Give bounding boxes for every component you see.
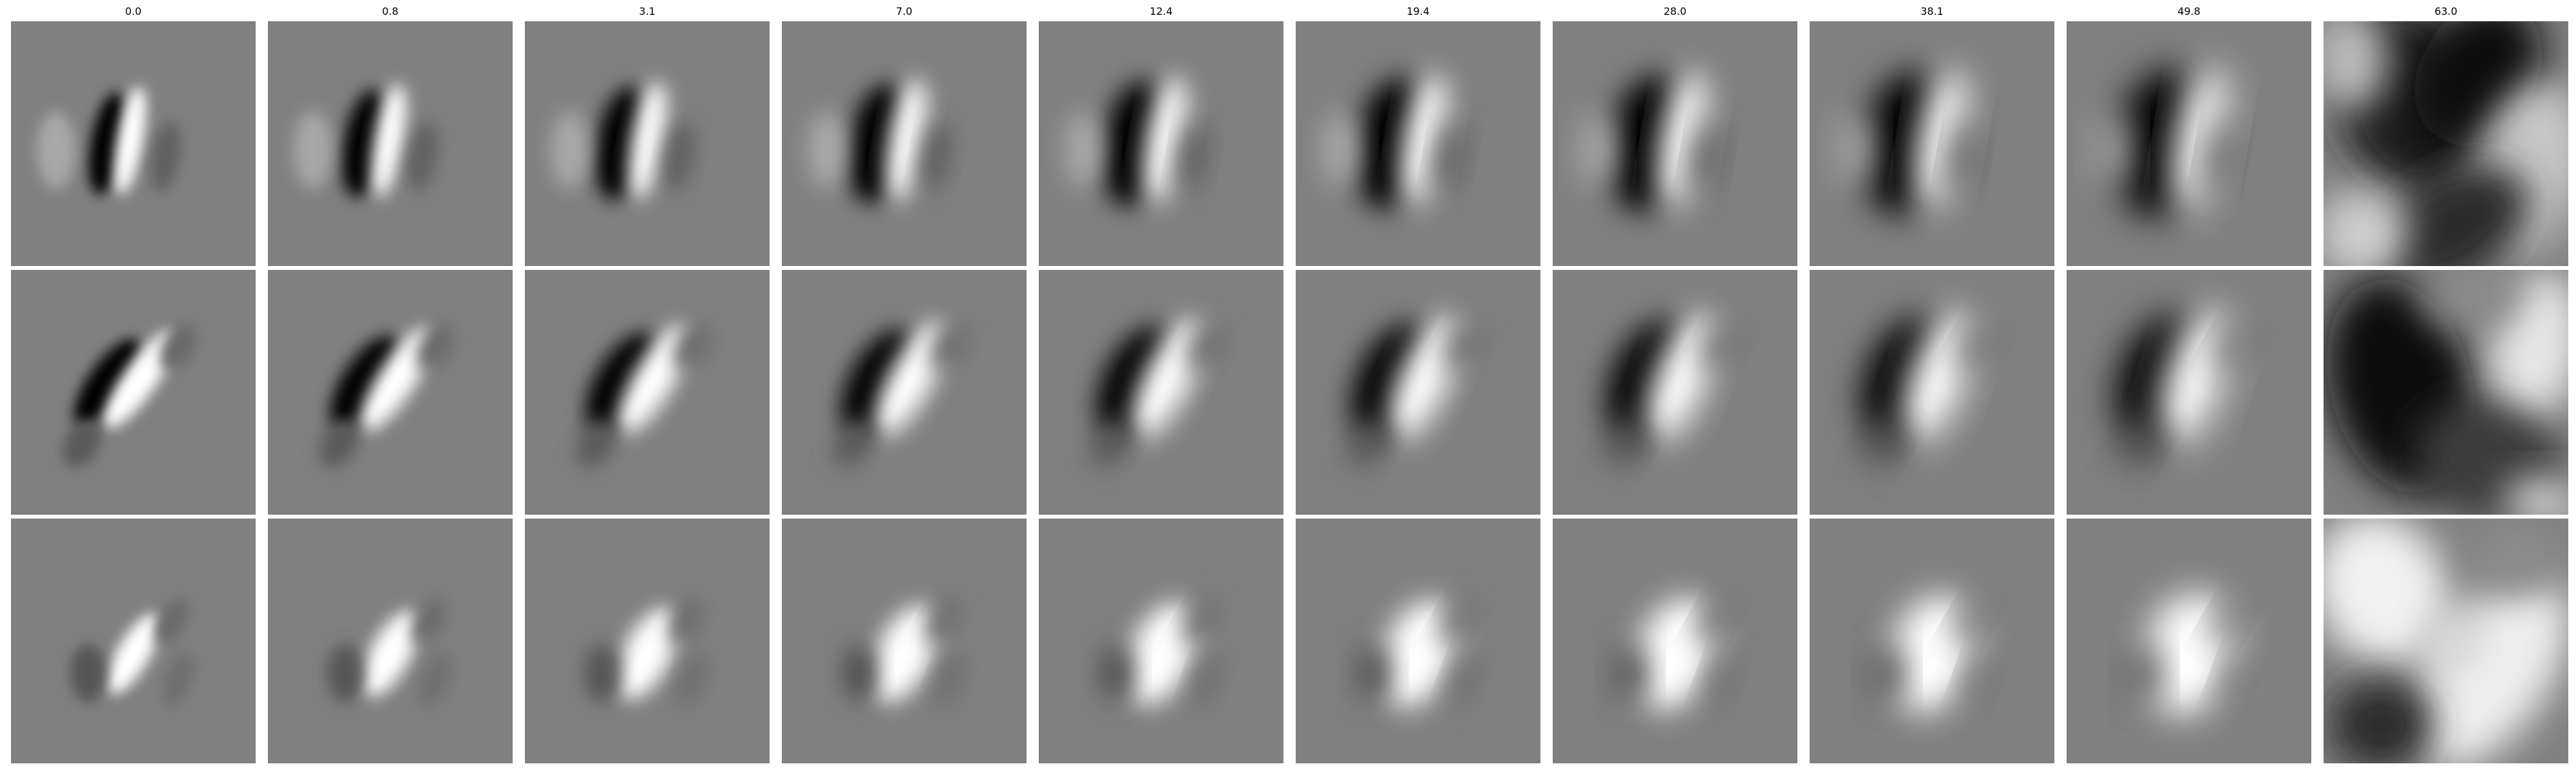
receptive-field-image bbox=[1553, 21, 1797, 266]
receptive-field-image bbox=[525, 21, 770, 266]
column-title-4: 7.0 bbox=[896, 5, 913, 17]
panel-row-2-col-4 bbox=[782, 270, 1027, 515]
receptive-field-image bbox=[1039, 270, 1283, 515]
panel-row-1-col-3 bbox=[525, 21, 770, 266]
receptive-field-image bbox=[2324, 270, 2568, 515]
panel-row-1-col-10 bbox=[2324, 21, 2568, 266]
receptive-field-image bbox=[782, 270, 1027, 515]
panel-row-3-col-3 bbox=[525, 519, 770, 763]
panel-row-3-col-8 bbox=[1810, 519, 2054, 763]
panel-row-2-col-3 bbox=[525, 270, 770, 515]
panel-row-2-col-8 bbox=[1810, 270, 2054, 515]
receptive-field-image bbox=[525, 270, 770, 515]
column-title-3: 3.1 bbox=[639, 5, 656, 17]
receptive-field-image bbox=[782, 21, 1027, 266]
panel-row-3-col-1 bbox=[11, 519, 256, 763]
column-title-6: 19.4 bbox=[1406, 5, 1430, 17]
receptive-field-image bbox=[1296, 519, 1540, 763]
receptive-field-image bbox=[11, 519, 256, 763]
column-title-5: 12.4 bbox=[1150, 5, 1173, 17]
receptive-field-image bbox=[268, 21, 513, 266]
receptive-field-image bbox=[268, 519, 513, 763]
panel-row-1-col-2 bbox=[268, 21, 513, 266]
panel-row-1-col-6 bbox=[1296, 21, 1540, 266]
panel-row-1-col-9 bbox=[2067, 21, 2311, 266]
panel-row-3-col-5 bbox=[1039, 519, 1283, 763]
panel-row-2-col-1 bbox=[11, 270, 256, 515]
panel-row-2-col-5 bbox=[1039, 270, 1283, 515]
receptive-field-image bbox=[1296, 21, 1540, 266]
column-title-2: 0.8 bbox=[382, 5, 399, 17]
panel-row-3-col-6 bbox=[1296, 519, 1540, 763]
receptive-field-image bbox=[1810, 270, 2054, 515]
column-title-10: 63.0 bbox=[2434, 5, 2458, 17]
receptive-field-image bbox=[1810, 21, 2054, 266]
receptive-field-image bbox=[2067, 519, 2311, 763]
panel-row-2-col-2 bbox=[268, 270, 513, 515]
receptive-field-image bbox=[1296, 270, 1540, 515]
column-title-9: 49.8 bbox=[2177, 5, 2201, 17]
panel-row-1-col-1 bbox=[11, 21, 256, 266]
panel-row-1-col-4 bbox=[782, 21, 1027, 266]
receptive-field-image bbox=[1810, 519, 2054, 763]
receptive-field-image bbox=[1039, 21, 1283, 266]
receptive-field-image bbox=[782, 519, 1027, 763]
receptive-field-image bbox=[11, 21, 256, 266]
receptive-field-image bbox=[525, 519, 770, 763]
column-title-1: 0.0 bbox=[125, 5, 142, 17]
panel-row-1-col-5 bbox=[1039, 21, 1283, 266]
receptive-field-image bbox=[2324, 21, 2568, 266]
receptive-field-image bbox=[2324, 519, 2568, 763]
panel-row-1-col-8 bbox=[1810, 21, 2054, 266]
receptive-field-image bbox=[1553, 519, 1797, 763]
panel-row-2-col-10 bbox=[2324, 270, 2568, 515]
receptive-field-image bbox=[11, 270, 256, 515]
panel-row-2-col-7 bbox=[1553, 270, 1797, 515]
receptive-field-image bbox=[268, 270, 513, 515]
panel-row-3-col-9 bbox=[2067, 519, 2311, 763]
column-title-8: 38.1 bbox=[1920, 5, 1944, 17]
panel-row-2-col-9 bbox=[2067, 270, 2311, 515]
receptive-field-image bbox=[2067, 21, 2311, 266]
panel-row-3-col-2 bbox=[268, 519, 513, 763]
column-title-7: 28.0 bbox=[1663, 5, 1687, 17]
panel-row-3-col-4 bbox=[782, 519, 1027, 763]
panel-row-2-col-6 bbox=[1296, 270, 1540, 515]
panel-row-1-col-7 bbox=[1553, 21, 1797, 266]
receptive-field-image bbox=[1553, 270, 1797, 515]
receptive-field-image bbox=[1039, 519, 1283, 763]
panel-row-3-col-10 bbox=[2324, 519, 2568, 763]
receptive-field-image bbox=[2067, 270, 2311, 515]
panel-row-3-col-7 bbox=[1553, 519, 1797, 763]
